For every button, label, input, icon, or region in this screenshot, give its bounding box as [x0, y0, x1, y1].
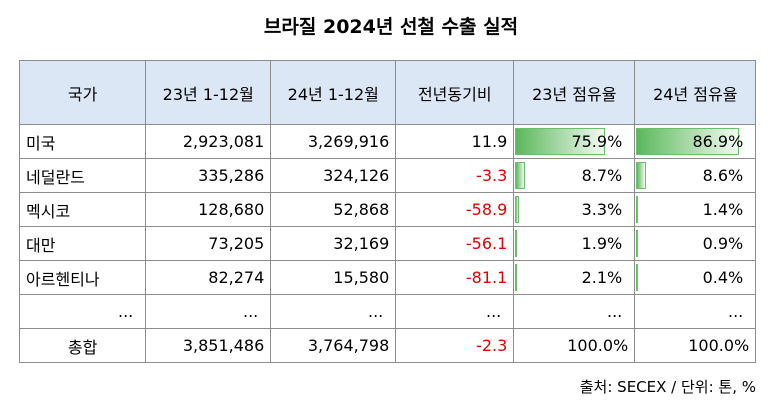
country-cell: 대만: [18, 226, 147, 261]
share23-cell: 1.9%: [513, 226, 636, 261]
table-row: 아르헨티나 82,274 15,580 -81.1 2.1% 0.4%: [18, 260, 757, 295]
y24-cell: 15,580: [270, 260, 397, 295]
share23-cell: 3.3%: [513, 192, 636, 227]
y23-cell: 2,923,081: [145, 124, 272, 159]
source-note: 출처: SECEX / 단위: 톤, %: [579, 378, 756, 396]
share23-value: 75.9%: [571, 132, 623, 151]
yoy-cell: -81.1: [395, 260, 515, 295]
export-table: 국가 23년 1-12월 24년 1-12월 전년동기비 23년 점유율 24년…: [18, 60, 757, 363]
share24-value: 0.9%: [702, 234, 744, 253]
table-row: 대만 73,205 32,169 -56.1 1.9% 0.9%: [18, 226, 757, 261]
country-cell: 네덜란드: [18, 158, 147, 193]
header-23-share: 23년 점유율: [513, 60, 636, 125]
share23-data-bar: [515, 162, 526, 189]
share24-data-bar: [636, 196, 639, 223]
header-24-share: 24년 점유율: [634, 60, 757, 125]
share24-data-bar: [636, 162, 647, 189]
share23-data-bar: [515, 230, 518, 257]
y23-cell: 335,286: [145, 158, 272, 193]
table-row: 멕시코 128,680 52,868 -58.9 3.3% 1.4%: [18, 192, 757, 227]
yoy-cell: -58.9: [395, 192, 515, 227]
ellipsis-cell: ...: [395, 294, 515, 329]
share23-cell: 75.9%: [513, 124, 636, 159]
total-yoy: -2.3: [395, 328, 515, 363]
y23-cell: 128,680: [145, 192, 272, 227]
share24-cell: 8.6%: [634, 158, 757, 193]
total-y24: 3,764,798: [270, 328, 397, 363]
share24-value: 86.9%: [692, 132, 744, 151]
total-share23: 100.0%: [513, 328, 636, 363]
total-share24: 100.0%: [634, 328, 757, 363]
total-label: 총합: [18, 328, 147, 363]
y24-cell: 3,269,916: [270, 124, 397, 159]
ellipsis-cell: ...: [145, 294, 272, 329]
yoy-cell: 11.9: [395, 124, 515, 159]
share23-data-bar: [515, 264, 518, 291]
table-row: 미국 2,923,081 3,269,916 11.9 75.9% 86.9%: [18, 124, 757, 159]
total-y23: 3,851,486: [145, 328, 272, 363]
page-title: 브라질 2024년 선철 수출 실적: [263, 16, 519, 38]
y24-cell: 324,126: [270, 158, 397, 193]
header-23-jan-dec: 23년 1-12월: [145, 60, 272, 125]
y23-cell: 73,205: [145, 226, 272, 261]
total-row: 총합 3,851,486 3,764,798 -2.3 100.0% 100.0…: [18, 328, 757, 363]
header-yoy: 전년동기비: [395, 60, 515, 125]
ellipsis-cell: ...: [18, 294, 147, 329]
share24-cell: 0.4%: [634, 260, 757, 295]
header-country: 국가: [18, 60, 147, 125]
share24-data-bar: [636, 264, 639, 291]
y23-cell: 82,274: [145, 260, 272, 295]
share23-data-bar: [515, 196, 520, 223]
y24-cell: 52,868: [270, 192, 397, 227]
share24-cell: 0.9%: [634, 226, 757, 261]
country-cell: 멕시코: [18, 192, 147, 227]
share23-value: 2.1%: [581, 268, 623, 287]
share24-value: 1.4%: [702, 200, 744, 219]
share23-value: 8.7%: [581, 166, 623, 185]
ellipsis-row: ... ... ... ... ... ...: [18, 294, 757, 329]
share23-value: 3.3%: [581, 200, 623, 219]
country-cell: 미국: [18, 124, 147, 159]
share23-value: 1.9%: [581, 234, 623, 253]
share24-cell: 1.4%: [634, 192, 757, 227]
yoy-cell: -56.1: [395, 226, 515, 261]
header-row: 국가 23년 1-12월 24년 1-12월 전년동기비 23년 점유율 24년…: [18, 60, 757, 125]
yoy-cell: -3.3: [395, 158, 515, 193]
country-cell: 아르헨티나: [18, 260, 147, 295]
share24-cell: 86.9%: [634, 124, 757, 159]
ellipsis-cell: ...: [513, 294, 636, 329]
header-24-jan-dec: 24년 1-12월: [270, 60, 397, 125]
share24-value: 8.6%: [702, 166, 744, 185]
share23-cell: 8.7%: [513, 158, 636, 193]
share24-data-bar: [636, 230, 639, 257]
share23-cell: 2.1%: [513, 260, 636, 295]
table-row: 네덜란드 335,286 324,126 -3.3 8.7% 8.6%: [18, 158, 757, 193]
share24-data-bar: [636, 128, 740, 155]
share24-value: 0.4%: [702, 268, 744, 287]
ellipsis-cell: ...: [270, 294, 397, 329]
y24-cell: 32,169: [270, 226, 397, 261]
share23-data-bar: [515, 128, 606, 155]
ellipsis-cell: ...: [634, 294, 757, 329]
